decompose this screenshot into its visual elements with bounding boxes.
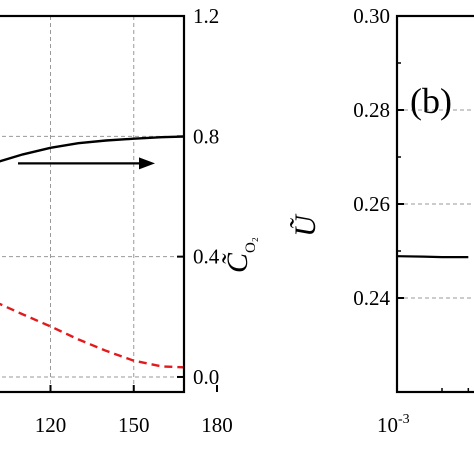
panel-b-grid [397,109,474,299]
panel-left-grid [0,16,184,392]
right-axis-title-symbol: C̃ [221,252,254,273]
right-axis-title: C̃O₂ [221,237,259,273]
panel-left-x-tick-label: 150 [118,413,150,437]
panel-b-series [396,255,469,259]
panel-b-y-axis-title: Ũ [289,213,322,237]
panel-b-tag: (b) [410,81,452,121]
panel-left-x-tick-label: 180 [201,413,233,437]
panel-left-x-tick-label: 120 [35,413,67,437]
panel-left-chart: 120 150 180 0.0 0.4 0.8 1.2 C̃O₂ [0,4,259,437]
series-dashed-line [0,302,184,369]
series-solid-line [0,135,184,163]
panel-left-right-tick-label: 1.2 [193,4,219,28]
panel-left-arrow-annotation [18,157,155,170]
panel-left-right-tick-label: 0.4 [193,245,220,269]
right-axis-title-subscript: O₂ [243,237,259,253]
panel-b-y-tick-label: 0.28 [353,98,390,122]
panel-left-right-tick-label: 0.0 [193,365,219,389]
panel-b-x-tick-label: 10-3 [377,412,410,437]
panel-b-y-tick-label: 0.30 [353,4,390,28]
panel-b-y-tick-label: 0.24 [353,286,390,310]
arrow-head [139,157,155,170]
panel-left-series [0,135,184,369]
panel-b-x-tick-base: 10 [377,413,398,437]
panel-left-plot-frame [0,14,186,394]
panel-b-chart: 0.24 0.26 0.28 0.30 (b) Ũ 10-3 [289,4,474,437]
panel-left-right-tick-label: 0.8 [193,124,219,148]
panel-b-ticks: 0.24 0.26 0.28 0.30 [353,4,470,392]
panel-left-ticks: 120 150 180 0.0 0.4 0.8 1.2 [35,4,233,437]
panel-b-x-tick-exponent: -3 [398,412,410,427]
panel-b-y-tick-label: 0.26 [353,192,390,216]
panel-b-series-line [396,255,469,259]
